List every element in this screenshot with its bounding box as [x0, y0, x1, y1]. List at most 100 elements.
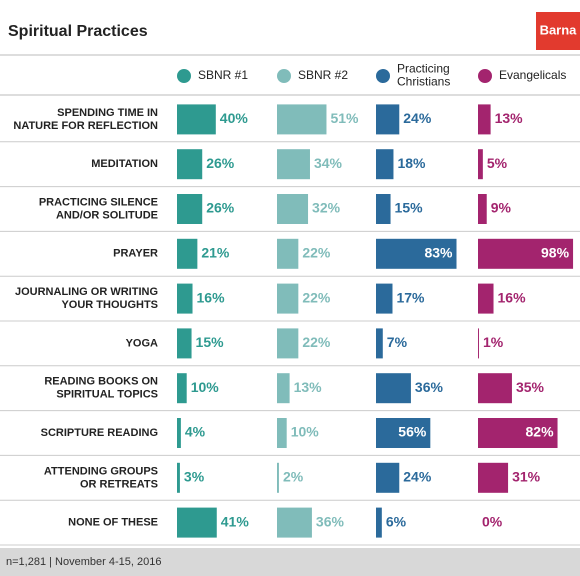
bar [478, 149, 483, 180]
value-label: 22% [302, 245, 331, 261]
bar [376, 283, 393, 314]
bar [478, 418, 558, 448]
bar [376, 104, 400, 135]
bar [376, 462, 400, 493]
value-label: 98% [541, 245, 570, 261]
value-label: 5% [487, 155, 508, 171]
bar [277, 283, 299, 314]
value-label: 83% [424, 245, 453, 261]
category-label: YOGA [126, 337, 158, 349]
value-label: 41% [221, 513, 250, 529]
bar [277, 328, 299, 359]
legend-swatch [277, 69, 291, 83]
category-label: SCRIPTURE READING [41, 427, 158, 439]
logo: Barna [540, 22, 578, 37]
value-label: 51% [330, 110, 359, 126]
value-label: 36% [316, 513, 345, 529]
legend-label: Evangelicals [499, 68, 566, 82]
bar [177, 149, 203, 180]
category-label: SPENDING TIME IN NATURE FOR REFLECTION [13, 107, 158, 132]
legend-label: SBNR #1 [198, 68, 248, 82]
value-label: 21% [201, 245, 230, 261]
value-label: 3% [184, 469, 205, 485]
bar [376, 328, 383, 359]
value-label: 22% [302, 289, 331, 305]
bar [277, 507, 312, 538]
legend-swatch [376, 69, 390, 83]
bar [478, 462, 509, 493]
value-label: 82% [526, 424, 555, 440]
bar [376, 194, 391, 224]
value-label: 56% [398, 424, 427, 440]
bar [478, 104, 491, 135]
legend-swatch [177, 69, 191, 83]
legend-label: SBNR #2 [298, 68, 348, 82]
value-label: 40% [220, 110, 249, 126]
bar [478, 194, 487, 224]
value-label: 10% [191, 379, 220, 395]
legend-swatch [478, 69, 492, 83]
bar [277, 418, 287, 448]
bar [376, 418, 431, 448]
value-label: 13% [294, 379, 323, 395]
chart-title: Spiritual Practices [8, 23, 148, 40]
value-label: 1% [483, 334, 504, 350]
bar [376, 238, 457, 269]
value-label: 10% [291, 424, 320, 440]
bar [478, 373, 512, 404]
value-label: 15% [196, 334, 225, 350]
bar [478, 328, 479, 359]
footer-band [0, 548, 580, 576]
value-label: 31% [512, 469, 541, 485]
value-label: 34% [314, 155, 343, 171]
value-label: 22% [302, 334, 331, 350]
bar [177, 328, 192, 359]
value-label: 24% [403, 110, 432, 126]
bar [376, 507, 382, 538]
bar [478, 283, 494, 314]
bar [277, 149, 310, 180]
category-label: READING BOOKS ON SPIRITUAL TOPICS [44, 376, 158, 401]
value-label: 13% [495, 110, 524, 126]
bar [177, 462, 180, 493]
value-label: 36% [415, 379, 444, 395]
category-label: PRAYER [113, 248, 158, 260]
bar [177, 507, 217, 538]
value-label: 26% [206, 155, 235, 171]
value-label: 9% [491, 200, 512, 216]
value-label: 26% [206, 200, 235, 216]
value-label: 24% [403, 469, 432, 485]
bar [177, 418, 181, 448]
category-label: PRACTICING SILENCE AND/OR SOLITUDE [39, 196, 158, 221]
category-label: MEDITATION [91, 158, 158, 170]
value-label: 16% [197, 289, 226, 305]
value-label: 18% [397, 155, 426, 171]
value-label: 2% [283, 469, 304, 485]
value-label: 32% [312, 200, 341, 216]
category-label: ATTENDING GROUPS OR RETREATS [44, 465, 158, 490]
category-label: NONE OF THESE [68, 517, 158, 529]
value-label: 15% [395, 200, 424, 216]
footer: n=1,281 | November 4-15, 2016 [6, 556, 161, 568]
bar [376, 373, 411, 404]
bar [277, 238, 299, 269]
value-label: 17% [396, 289, 425, 305]
category-label: JOURNALING OR WRITING YOUR THOUGHTS [15, 286, 158, 311]
logo-box [536, 12, 580, 50]
bar [277, 373, 290, 404]
bar [277, 194, 309, 224]
bar [277, 104, 327, 135]
bar [277, 462, 279, 493]
bar [177, 283, 193, 314]
legend-label: Practicing Christians [397, 62, 450, 89]
bar [376, 149, 394, 180]
bar [177, 104, 216, 135]
value-label: 6% [386, 513, 407, 529]
bar [478, 238, 574, 269]
bar [177, 194, 203, 224]
value-label: 0% [482, 513, 503, 529]
value-label: 7% [387, 334, 408, 350]
bar [177, 373, 187, 404]
value-label: 16% [498, 289, 527, 305]
